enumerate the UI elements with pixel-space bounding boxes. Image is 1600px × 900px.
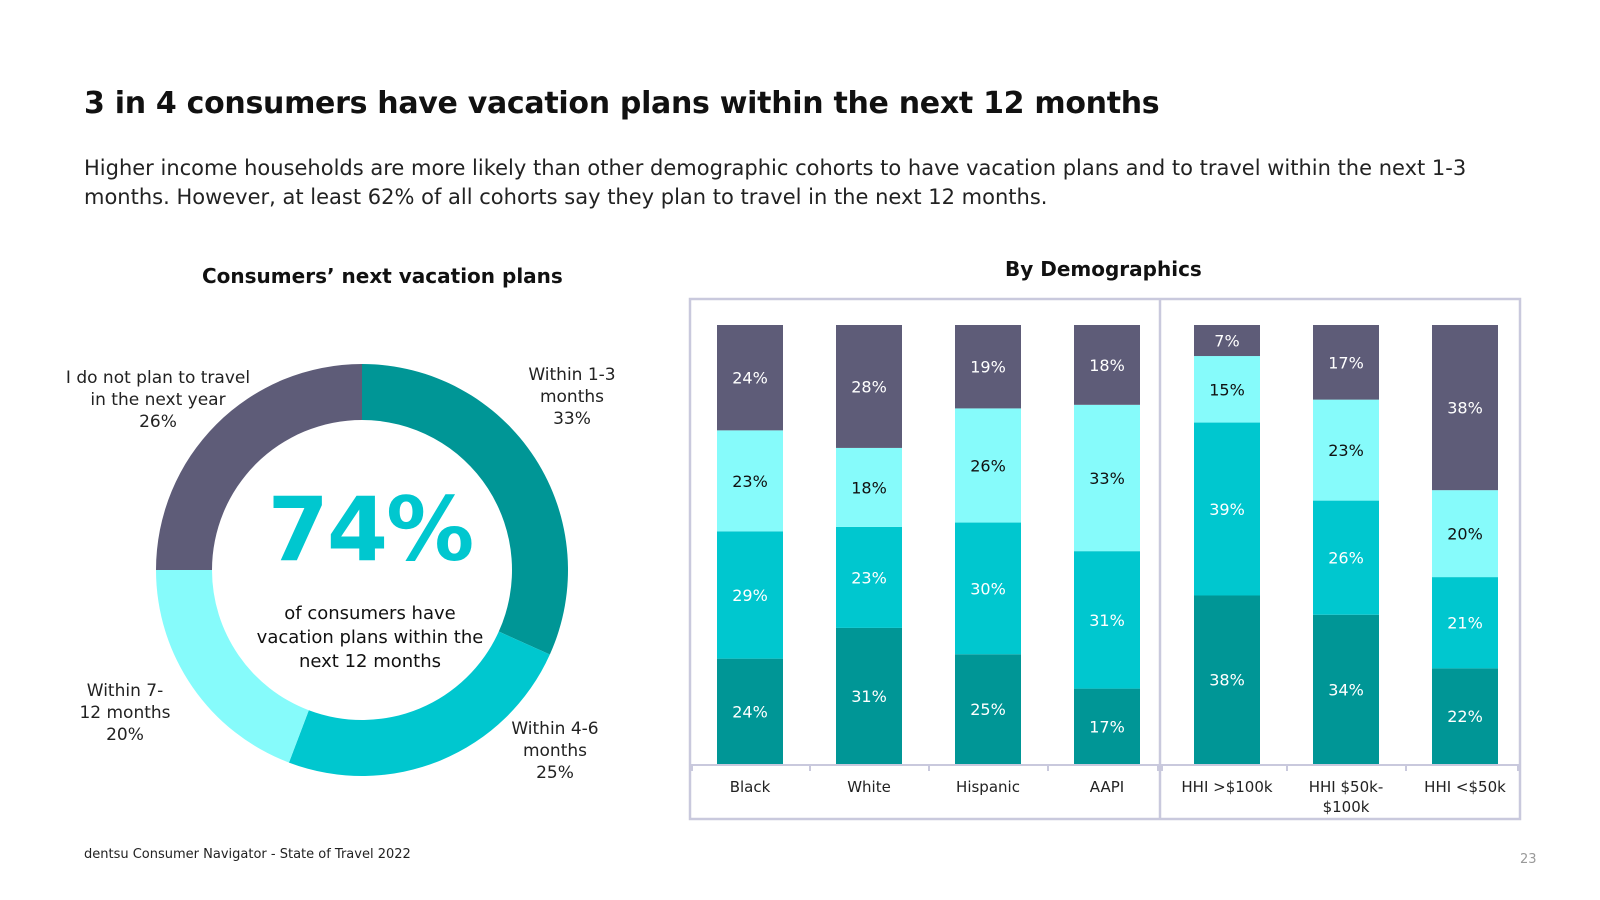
donut-center-text: of consumers have vacation plans within …: [256, 603, 484, 672]
bar-label-hhi-100k-within-4-6-months: 39%: [1209, 500, 1245, 519]
bar-white-within-4-6-months: [836, 526, 902, 628]
donut-slice-within-7-12-months: [156, 570, 309, 763]
donut-label-no-plan: I do not plan to travel in the next year…: [58, 367, 258, 433]
bar-label-black-i-do-not-plan-to-travel-in-the-next-year: 24%: [732, 369, 768, 388]
bar-label-hhi-50k-within-7-12-months: 20%: [1447, 525, 1483, 544]
chart-frame: [688, 297, 1522, 821]
donut-label-no-plan-line1: I do not plan to travel: [65, 368, 251, 388]
bar-label-hhi-100k-within-1-3-months: 38%: [1209, 671, 1245, 690]
bar-aapi-within-4-6-months: [1074, 551, 1140, 689]
bar-hhi-50k-100k-within-7-12-months: [1313, 399, 1379, 501]
donut-big-number: 74%: [267, 478, 475, 581]
donut-label-within-4-6: Within 4-6 months 25%: [500, 718, 610, 784]
bar-hispanic-i-do-not-plan-to-travel-in-the-next-year: [955, 325, 1021, 409]
donut-label-within-7-12-value: 20%: [106, 725, 144, 745]
bar-label-aapi-i-do-not-plan-to-travel-in-the-next-year: 18%: [1089, 356, 1125, 375]
bar-label-hhi-50k-i-do-not-plan-to-travel-in-the-next-year: 38%: [1447, 399, 1483, 418]
bar-label-black-within-7-12-months: 23%: [732, 472, 768, 491]
bar-hhi-50k-i-do-not-plan-to-travel-in-the-next-year: [1432, 325, 1498, 491]
donut-label-within-1-3-line2: months: [539, 387, 605, 407]
bar-hhi-50k-within-7-12-months: [1432, 490, 1498, 578]
bar-label-hhi-50k-100k-i-do-not-plan-to-travel-in-the-next-year: 17%: [1328, 353, 1364, 372]
x-tick-label-hhi-100k: HHI >$100k: [1181, 778, 1272, 796]
bar-black-i-do-not-plan-to-travel-in-the-next-year: [717, 325, 783, 431]
bar-label-aapi-within-7-12-months: 33%: [1089, 469, 1125, 488]
donut-label-within-7-12-line2: 12 months: [79, 703, 171, 723]
bar-label-hispanic-within-7-12-months: 26%: [970, 456, 1006, 475]
x-tick-label-hispanic: Hispanic: [956, 778, 1020, 796]
bar-label-aapi-within-1-3-months: 17%: [1089, 717, 1125, 736]
bar-label-hispanic-i-do-not-plan-to-travel-in-the-next-year: 19%: [970, 358, 1006, 377]
bar-hhi-50k-100k-within-1-3-months: [1313, 614, 1379, 764]
bar-aapi-within-1-3-months: [1074, 688, 1140, 764]
bar-hhi-50k-within-4-6-months: [1432, 577, 1498, 669]
bar-label-hispanic-within-1-3-months: 25%: [970, 700, 1006, 719]
bar-label-white-within-4-6-months: 23%: [851, 568, 887, 587]
bar-hhi-50k-within-1-3-months: [1432, 668, 1498, 764]
x-tick-label-black: Black: [730, 778, 771, 796]
bar-label-white-within-7-12-months: 18%: [851, 478, 887, 497]
bar-white-i-do-not-plan-to-travel-in-the-next-year: [836, 325, 902, 448]
bar-label-hhi-100k-i-do-not-plan-to-travel-in-the-next-year: 7%: [1214, 332, 1239, 351]
bar-label-hhi-50k-100k-within-7-12-months: 23%: [1328, 441, 1364, 460]
bar-hispanic-within-7-12-months: [955, 408, 1021, 523]
page-title: 3 in 4 consumers have vacation plans wit…: [84, 86, 1160, 121]
donut-label-within-7-12: Within 7- 12 months 20%: [70, 680, 180, 746]
donut-label-within-4-6-line2: months: [522, 741, 588, 761]
donut-slice-within-1-3-months: [362, 364, 568, 655]
bar-hhi-100k-within-1-3-months: [1194, 595, 1260, 764]
bar-label-aapi-within-4-6-months: 31%: [1089, 611, 1125, 630]
bar-aapi-within-7-12-months: [1074, 404, 1140, 552]
bar-black-within-4-6-months: [717, 531, 783, 659]
bar-label-black-within-4-6-months: 29%: [732, 586, 768, 605]
bar-label-hhi-50k-within-4-6-months: 21%: [1447, 614, 1483, 633]
bar-aapi-i-do-not-plan-to-travel-in-the-next-year: [1074, 325, 1140, 405]
page-number: 23: [1520, 852, 1537, 867]
bar-chart-title: By Demographics: [1005, 257, 1202, 281]
bar-hispanic-within-1-3-months: [955, 654, 1021, 764]
bar-label-hhi-100k-within-7-12-months: 15%: [1209, 380, 1245, 399]
donut-label-within-1-3: Within 1-3 months 33%: [517, 364, 627, 430]
donut-slice-i-do-not-plan-to-travel-in-the-next-year: [156, 364, 362, 570]
bar-hhi-100k-within-4-6-months: [1194, 422, 1260, 596]
x-tick-label-hhi-50k: HHI <$50k: [1424, 778, 1506, 796]
bar-label-white-i-do-not-plan-to-travel-in-the-next-year: 28%: [851, 377, 887, 396]
bar-hhi-100k-i-do-not-plan-to-travel-in-the-next-year: [1194, 325, 1260, 357]
bar-hhi-50k-100k-within-4-6-months: [1313, 500, 1379, 615]
footer-source: dentsu Consumer Navigator - State of Tra…: [84, 847, 411, 862]
bar-label-hhi-50k-100k-within-1-3-months: 34%: [1328, 680, 1364, 699]
donut-label-within-7-12-line1: Within 7-: [86, 681, 164, 701]
donut-label-no-plan-value: 26%: [139, 412, 177, 432]
x-tick-label-hhi-50k-100k-line1: HHI $50k-: [1309, 778, 1383, 796]
donut-label-within-4-6-line1: Within 4-6: [511, 719, 599, 739]
bar-white-within-1-3-months: [836, 627, 902, 764]
x-tick-label-hhi-50k-100k-line2: $100k: [1323, 798, 1370, 816]
bar-white-within-7-12-months: [836, 447, 902, 527]
donut-label-within-1-3-value: 33%: [553, 409, 591, 429]
donut-label-no-plan-line2: in the next year: [90, 390, 226, 410]
bar-black-within-7-12-months: [717, 430, 783, 532]
x-tick-label-aapi: AAPI: [1090, 778, 1124, 796]
bar-label-white-within-1-3-months: 31%: [851, 687, 887, 706]
donut-slice-within-4-6-months: [288, 631, 550, 777]
bar-hispanic-within-4-6-months: [955, 522, 1021, 655]
donut-chart-title: Consumers’ next vacation plans: [202, 264, 563, 288]
bar-black-within-1-3-months: [717, 658, 783, 764]
donut-label-within-1-3-line1: Within 1-3: [528, 365, 616, 385]
bar-hhi-100k-within-7-12-months: [1194, 356, 1260, 423]
bar-label-hhi-50k-100k-within-4-6-months: 26%: [1328, 549, 1364, 568]
donut-label-within-4-6-value: 25%: [536, 763, 574, 783]
x-tick-label-white: White: [847, 778, 891, 796]
page-subtitle: Higher income households are more likely…: [84, 156, 1467, 209]
bar-hhi-50k-100k-i-do-not-plan-to-travel-in-the-next-year: [1313, 325, 1379, 400]
bar-label-hispanic-within-4-6-months: 30%: [970, 579, 1006, 598]
bar-label-hhi-50k-within-1-3-months: 22%: [1447, 707, 1483, 726]
bar-label-black-within-1-3-months: 24%: [732, 702, 768, 721]
